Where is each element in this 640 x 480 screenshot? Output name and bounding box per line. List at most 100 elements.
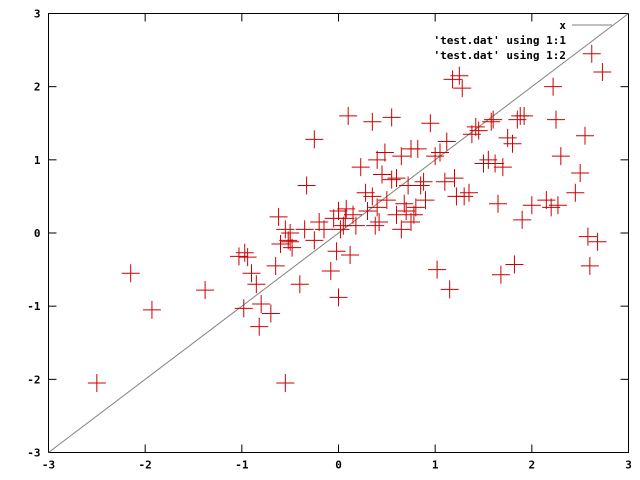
- axis-tick-labels: -3 -2 -1 0 1 2 3 -3 -2 -1 0 1 2 3: [27, 8, 632, 472]
- data-point: [395, 194, 414, 213]
- legend-label: 'test.dat' using 1:1: [434, 34, 567, 47]
- data-point: [450, 66, 469, 85]
- y-tick-label: 1: [34, 154, 41, 167]
- data-point: [266, 256, 285, 275]
- data-point: [578, 227, 597, 246]
- data-point: [453, 79, 472, 98]
- data-point: [327, 242, 346, 261]
- data-point: [440, 280, 459, 299]
- data-point: [576, 126, 594, 145]
- data-point: [486, 154, 505, 173]
- data-point: [373, 165, 391, 184]
- data-point: [329, 202, 348, 221]
- data-point: [310, 213, 329, 232]
- data-point: [315, 220, 333, 239]
- data-point: [331, 220, 350, 239]
- data-point: [142, 300, 161, 319]
- data-point: [484, 110, 503, 129]
- data-point: [344, 205, 362, 224]
- data-point: [515, 106, 534, 125]
- data-point: [382, 108, 401, 127]
- data-point: [297, 176, 316, 195]
- data-point: [428, 260, 447, 279]
- data-point: [582, 44, 601, 63]
- data-point: [290, 275, 309, 294]
- data-point: [421, 114, 440, 133]
- data-point: [404, 205, 423, 224]
- data-point: [368, 198, 387, 217]
- data-point: [593, 63, 612, 82]
- data-point: [537, 191, 556, 210]
- data-point: [437, 132, 456, 151]
- data-point: [588, 232, 607, 251]
- data-point: [491, 265, 510, 284]
- data-point: [469, 121, 488, 140]
- data-point: [321, 262, 340, 281]
- data-point: [252, 294, 271, 313]
- y-tick-label: -3: [27, 447, 40, 460]
- y-tick-label: -1: [27, 300, 41, 313]
- data-point: [466, 117, 485, 136]
- data-point: [482, 112, 501, 131]
- data-point: [358, 202, 377, 221]
- data-point: [571, 164, 590, 183]
- data-point: [269, 207, 288, 226]
- data-point: [370, 213, 389, 232]
- x-tick-label: -1: [235, 459, 249, 472]
- data-point: [271, 234, 290, 253]
- data-point: [522, 196, 541, 215]
- data-point: [505, 255, 524, 274]
- data-point: [305, 130, 324, 149]
- data-point: [276, 220, 295, 239]
- identity-line: [48, 13, 629, 453]
- data-point: [406, 198, 425, 217]
- x-tick-label: 2: [529, 459, 536, 472]
- data-point: [368, 150, 387, 169]
- data-point: [397, 202, 416, 221]
- data-point: [356, 183, 375, 202]
- data-point: [547, 110, 565, 129]
- data-point: [329, 288, 348, 307]
- data-point: [295, 220, 314, 239]
- data-point: [363, 187, 382, 206]
- data-point: [542, 198, 561, 217]
- data-point: [402, 213, 420, 232]
- data-point: [414, 172, 433, 191]
- x-tick-label: -2: [139, 459, 152, 472]
- data-point: [196, 281, 215, 300]
- data-point: [580, 256, 599, 275]
- data-point: [493, 158, 512, 177]
- data-point: [426, 147, 445, 166]
- y-tick-label: -2: [27, 373, 40, 386]
- data-point: [276, 373, 295, 392]
- data-point: [503, 134, 522, 153]
- data-point: [462, 125, 481, 144]
- data-point: [377, 191, 396, 210]
- y-tick-label: 3: [34, 8, 41, 21]
- y-tick-label: 2: [34, 81, 41, 94]
- data-point: [346, 216, 365, 235]
- x-tick-label: -3: [42, 459, 55, 472]
- data-point: [250, 317, 269, 336]
- data-point: [336, 209, 355, 228]
- data-point: [548, 196, 567, 215]
- data-point: [234, 299, 253, 318]
- data-point: [416, 191, 435, 210]
- data-point: [305, 231, 324, 250]
- data-point: [235, 243, 254, 262]
- data-point: [392, 147, 411, 166]
- data-point: [387, 205, 406, 224]
- data-point: [460, 183, 478, 202]
- data-point: [544, 77, 563, 96]
- data-point: [339, 106, 358, 125]
- data-point: [551, 147, 570, 166]
- data-point: [375, 143, 394, 162]
- axis-ticks: [48, 13, 629, 453]
- data-point: [445, 169, 464, 188]
- data-point: [283, 238, 302, 257]
- series-layer: [48, 13, 629, 453]
- data-point: [566, 183, 585, 202]
- data-point: [341, 245, 360, 264]
- data-point: [247, 275, 266, 294]
